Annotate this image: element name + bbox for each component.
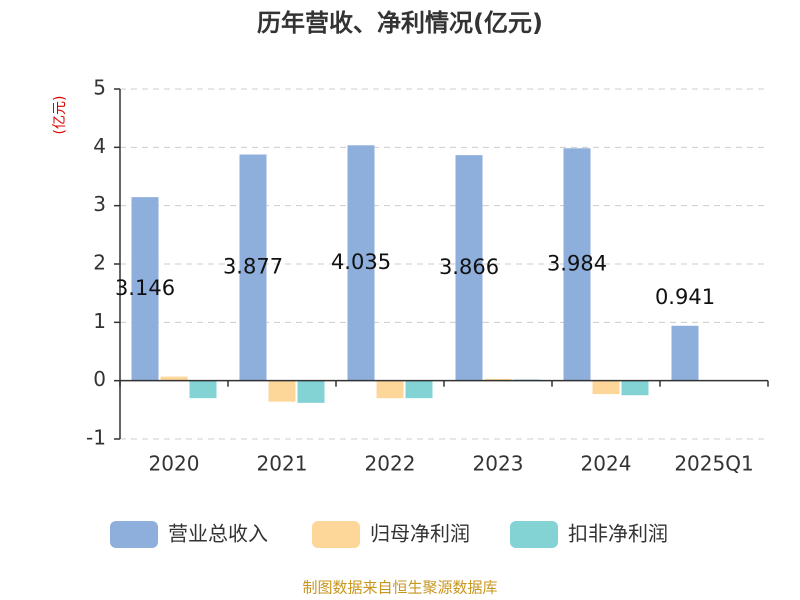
- bar: [592, 380, 620, 395]
- bar: [376, 380, 404, 399]
- x-tick-label: 2020: [149, 452, 200, 476]
- legend-swatch: [110, 521, 158, 548]
- y-tick-label: 5: [93, 76, 106, 100]
- bar: [455, 155, 483, 381]
- bar: [671, 325, 699, 381]
- y-tick-label: 1: [93, 309, 106, 333]
- x-tick-label: 2024: [581, 452, 632, 476]
- data-label: 0.941: [655, 285, 715, 309]
- x-tick-label: 2025Q1: [674, 452, 753, 476]
- x-tick-label: 2023: [473, 452, 524, 476]
- bar: [160, 376, 188, 381]
- y-tick-label: 3: [93, 192, 106, 216]
- legend-label: 营业总收入: [168, 522, 268, 546]
- data-label: 3.877: [223, 255, 283, 279]
- y-tick-label: -1: [86, 426, 106, 450]
- legend-swatch: [312, 521, 360, 548]
- legend-swatch: [510, 521, 558, 548]
- data-label: 3.146: [115, 276, 175, 300]
- bar: [484, 378, 512, 381]
- bar: [131, 197, 159, 381]
- data-label: 4.035: [331, 250, 391, 274]
- bar: [347, 145, 375, 381]
- bar: [189, 380, 217, 399]
- legend-label: 归母净利润: [370, 522, 470, 546]
- x-tick-label: 2022: [365, 452, 416, 476]
- bar: [621, 380, 649, 396]
- data-label: 3.866: [439, 255, 499, 279]
- y-tick-label: 4: [93, 134, 106, 158]
- bar: [268, 380, 296, 402]
- chart-title: 历年营收、净利情况(亿元): [257, 9, 543, 37]
- data-label: 3.984: [547, 251, 607, 275]
- bar: [239, 154, 267, 381]
- source-note: 制图数据来自恒生聚源数据库: [302, 579, 497, 597]
- y-axis-label: (亿元): [52, 96, 68, 135]
- bar: [297, 380, 325, 403]
- x-tick-label: 2021: [257, 452, 308, 476]
- y-tick-label: 0: [93, 367, 106, 391]
- bar: [405, 380, 433, 399]
- y-tick-label: 2: [93, 251, 106, 275]
- bar: [563, 148, 591, 381]
- legend-label: 扣非净利润: [568, 522, 668, 546]
